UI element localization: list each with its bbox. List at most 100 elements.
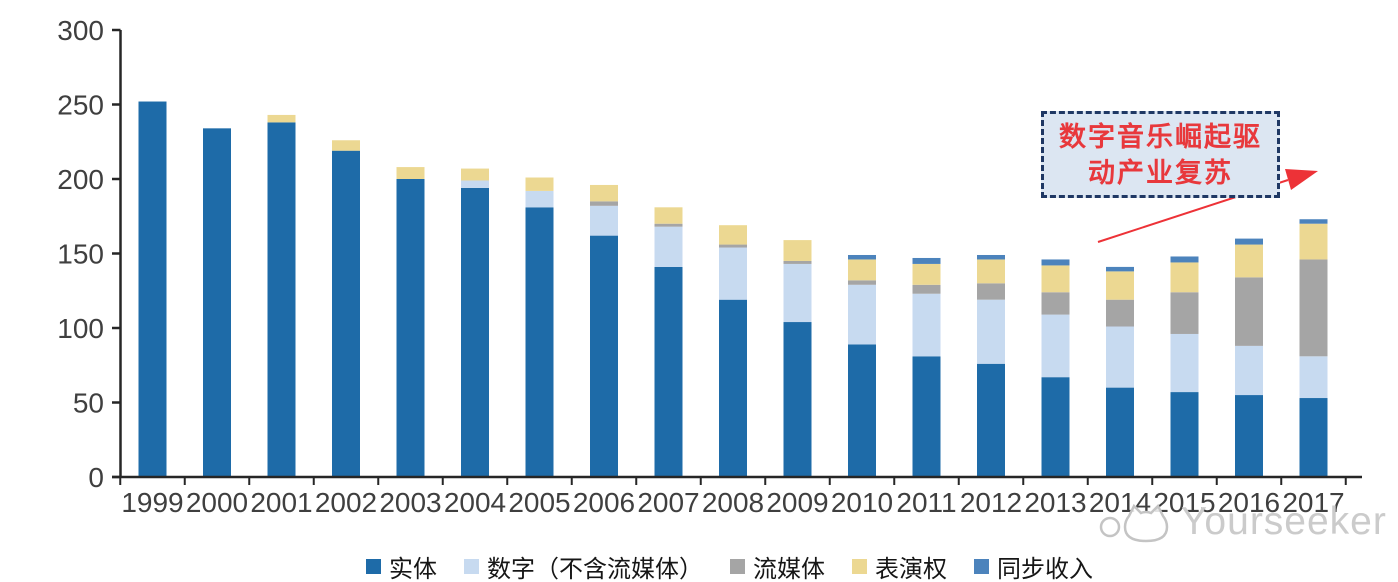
bar-segment-2017 bbox=[1299, 259, 1328, 357]
x-axis-category-label: 2010 bbox=[831, 487, 893, 518]
bar-segment-2013 bbox=[1041, 314, 1070, 378]
bar-segment-2012 bbox=[977, 299, 1005, 364]
bar-segment-2013 bbox=[1041, 377, 1070, 477]
bar-segment-2010 bbox=[848, 344, 876, 477]
bar-segment-2012 bbox=[977, 254, 1005, 260]
bar-segment-2009 bbox=[783, 263, 812, 323]
legend-swatch-icon bbox=[974, 559, 989, 574]
bar-segment-2007 bbox=[654, 226, 683, 267]
legend-label: 表演权 bbox=[875, 557, 947, 582]
bar-segment-2005 bbox=[525, 190, 554, 208]
bar-segment-2007 bbox=[654, 266, 683, 477]
x-axis-category-label: 2013 bbox=[1024, 487, 1086, 518]
bar-segment-2011 bbox=[912, 257, 941, 264]
bar-segment-2004 bbox=[461, 180, 489, 188]
bar-segment-2015 bbox=[1170, 292, 1199, 334]
bar-segment-2002 bbox=[332, 150, 360, 477]
bar-segment-2015 bbox=[1170, 262, 1199, 293]
bar-segment-2012 bbox=[977, 283, 1005, 300]
legend-swatch-icon bbox=[852, 559, 867, 574]
bar-segment-2013 bbox=[1041, 259, 1070, 266]
x-axis-category-label: 2000 bbox=[186, 487, 248, 518]
bar-segment-2006 bbox=[590, 184, 618, 202]
chart-legend: 实体 数字（不含流媒体） 流媒体 表演权 同步收入 bbox=[366, 549, 1093, 582]
y-axis-tick-label: 150 bbox=[57, 239, 104, 270]
legend-item: 表演权 bbox=[852, 549, 947, 582]
legend-item: 实体 bbox=[366, 549, 437, 582]
x-axis-category-label: 1999 bbox=[121, 487, 183, 518]
annotation-line-1: 数字音乐崛起驱 bbox=[1059, 121, 1262, 152]
annotation-arrow-head bbox=[1285, 169, 1318, 190]
bar-segment-2014 bbox=[1106, 299, 1134, 327]
bar-segment-2007 bbox=[654, 207, 683, 224]
bar-segment-2014 bbox=[1106, 326, 1134, 388]
bar-segment-2010 bbox=[848, 280, 876, 285]
bar-segment-2017 bbox=[1299, 219, 1328, 224]
bar-segment-2008 bbox=[719, 244, 747, 248]
bar-segment-2006 bbox=[590, 205, 618, 236]
legend-label: 实体 bbox=[389, 557, 437, 582]
bar-segment-2005 bbox=[525, 207, 554, 477]
bar-segment-2000 bbox=[203, 128, 231, 477]
bar-segment-2004 bbox=[461, 187, 489, 477]
bar-segment-2011 bbox=[912, 263, 941, 285]
bar-segment-2014 bbox=[1106, 387, 1134, 477]
legend-label: 数字（不含流媒体） bbox=[487, 557, 703, 582]
bar-segment-2009 bbox=[783, 322, 812, 477]
x-axis-category-label: 2003 bbox=[379, 487, 441, 518]
x-axis-category-label: 2005 bbox=[508, 487, 570, 518]
x-axis-category-label: 2012 bbox=[960, 487, 1022, 518]
bar-segment-2017 bbox=[1299, 398, 1328, 477]
bar-segment-2003 bbox=[396, 179, 425, 477]
bar-segment-2012 bbox=[977, 259, 1005, 284]
bar-segment-2004 bbox=[461, 168, 489, 181]
bar-segment-2012 bbox=[977, 363, 1005, 477]
bar-segment-2015 bbox=[1170, 256, 1199, 263]
legend-item: 同步收入 bbox=[974, 549, 1093, 582]
legend-label: 流媒体 bbox=[753, 557, 825, 582]
x-axis-category-label: 2002 bbox=[315, 487, 377, 518]
legend-swatch-icon bbox=[730, 559, 745, 574]
x-axis-category-label: 2004 bbox=[444, 487, 506, 518]
bar-segment-2009 bbox=[783, 260, 812, 264]
legend-label: 同步收入 bbox=[997, 557, 1093, 582]
legend-swatch-icon bbox=[366, 559, 381, 574]
bar-segment-2016 bbox=[1235, 395, 1263, 477]
bar-segment-2011 bbox=[912, 293, 941, 357]
bar-segment-2008 bbox=[719, 247, 747, 300]
legend-swatch-icon bbox=[464, 559, 479, 574]
bar-segment-2016 bbox=[1235, 238, 1263, 245]
legend-item: 流媒体 bbox=[730, 549, 825, 582]
x-axis-category-label: 2016 bbox=[1218, 487, 1280, 518]
bar-segment-2016 bbox=[1235, 277, 1263, 346]
bar-segment-2013 bbox=[1041, 265, 1070, 293]
bar-segment-2003 bbox=[396, 167, 425, 179]
bar-segment-2017 bbox=[1299, 356, 1328, 399]
bar-segment-2013 bbox=[1041, 292, 1070, 315]
bar-segment-2017 bbox=[1299, 223, 1328, 260]
bar-segment-2010 bbox=[848, 259, 876, 281]
y-axis-tick-label: 300 bbox=[57, 15, 104, 46]
bar-segment-2016 bbox=[1235, 244, 1263, 278]
bar-segment-2008 bbox=[719, 299, 747, 477]
x-axis-category-label: 2015 bbox=[1153, 487, 1215, 518]
bar-segment-2015 bbox=[1170, 333, 1199, 393]
bar-segment-2014 bbox=[1106, 271, 1134, 300]
bar-segment-2001 bbox=[267, 122, 296, 477]
bar-segment-2016 bbox=[1235, 345, 1263, 396]
bar-segment-2015 bbox=[1170, 392, 1199, 477]
annotation-line-2: 动产业复苏 bbox=[1088, 157, 1233, 188]
bar-segment-1999 bbox=[138, 101, 167, 478]
y-axis-tick-label: 100 bbox=[57, 313, 104, 344]
x-axis-category-label: 2009 bbox=[766, 487, 828, 518]
bar-segment-2014 bbox=[1106, 266, 1134, 272]
y-axis-tick-label: 200 bbox=[57, 164, 104, 195]
bar-segment-2002 bbox=[332, 140, 360, 151]
annotation-callout: 数字音乐崛起驱 动产业复苏 bbox=[1041, 111, 1280, 198]
bar-segment-2010 bbox=[848, 254, 876, 260]
y-axis-tick-label: 0 bbox=[88, 462, 104, 493]
bar-segment-2005 bbox=[525, 177, 554, 191]
x-axis-category-label: 2007 bbox=[637, 487, 699, 518]
x-axis-category-label: 2008 bbox=[702, 487, 764, 518]
